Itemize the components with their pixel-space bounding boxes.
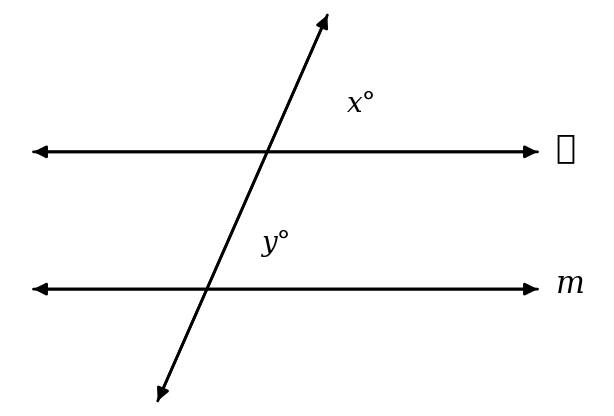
Text: x°: x° bbox=[347, 91, 376, 117]
Text: ℓ: ℓ bbox=[556, 132, 576, 163]
Text: m: m bbox=[556, 270, 585, 300]
Text: y°: y° bbox=[261, 230, 290, 257]
